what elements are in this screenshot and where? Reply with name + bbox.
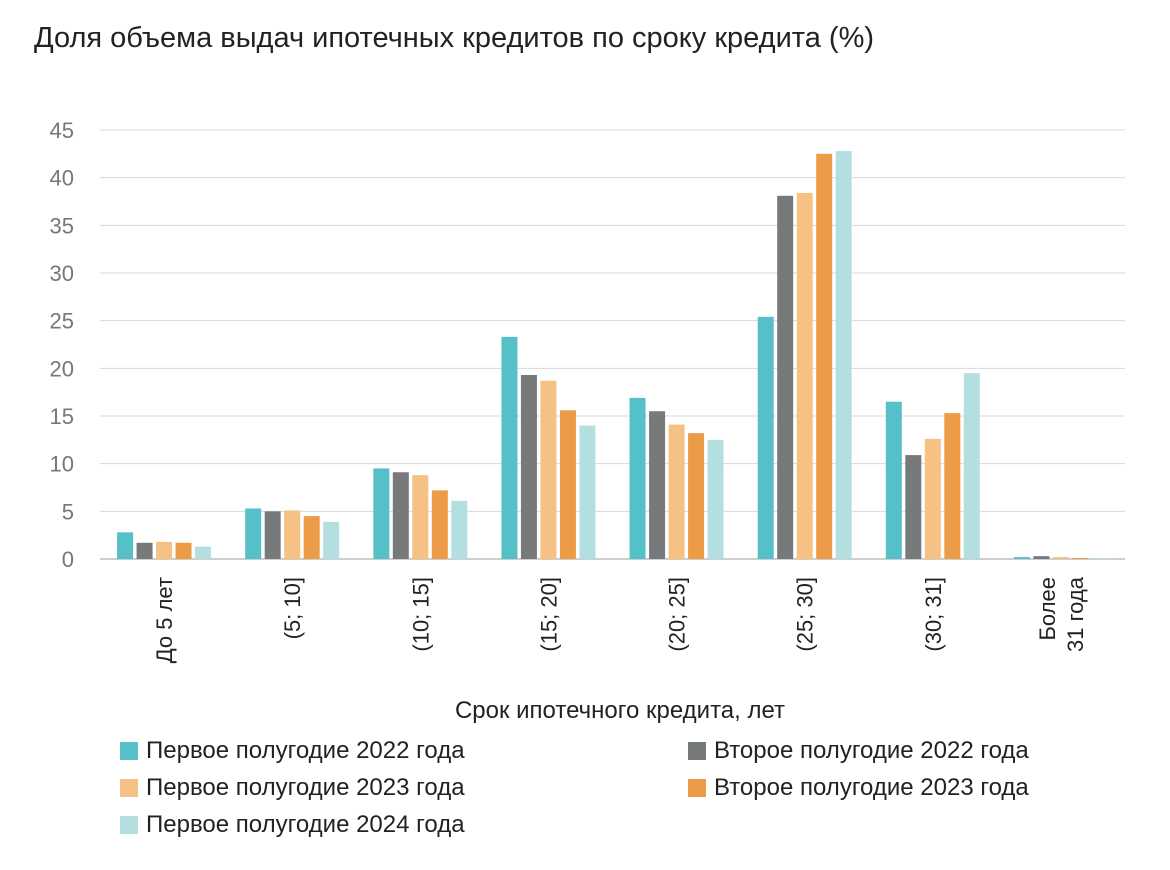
bar xyxy=(195,546,212,559)
bar xyxy=(175,542,192,559)
bar xyxy=(816,153,833,560)
chart-title: Доля объема выдач ипотечных кредитов по … xyxy=(34,22,875,54)
x-tick-label-line: 31 года xyxy=(1063,576,1088,652)
bar xyxy=(688,433,705,559)
legend-label: Второе полугодие 2023 года xyxy=(714,774,1029,801)
bar xyxy=(1033,556,1050,559)
bar xyxy=(412,475,429,559)
legend-swatch xyxy=(688,742,706,760)
bar xyxy=(303,516,320,559)
bar xyxy=(451,500,468,559)
bar xyxy=(136,542,153,559)
legend-item: Второе полугодие 2023 года xyxy=(688,774,1029,802)
y-tick-label: 5 xyxy=(62,499,74,524)
legend-item: Первое полугодие 2024 года xyxy=(120,811,465,839)
x-tick-label-line: Более xyxy=(1035,577,1060,641)
x-tick-label: (15; 20] xyxy=(536,577,561,652)
bar xyxy=(629,397,646,559)
bar xyxy=(1072,558,1089,559)
x-tick-label: (25; 30] xyxy=(793,577,818,652)
x-tick-label: До 5 лет xyxy=(152,577,177,663)
legend-label: Второе полугодие 2022 года xyxy=(714,737,1029,764)
legend-swatch xyxy=(120,816,138,834)
bar xyxy=(905,455,922,559)
x-tick-label: (20; 25] xyxy=(665,577,690,652)
bar xyxy=(649,411,666,559)
bar xyxy=(559,410,576,559)
bar xyxy=(284,510,301,559)
bar xyxy=(757,316,774,559)
legend-swatch xyxy=(120,779,138,797)
x-tick-label: (30; 31] xyxy=(921,577,946,652)
y-axis-ticks: 0 5 10 15 20 25 30 35 40 45 xyxy=(50,118,74,572)
bar-chart: 0 5 10 15 20 25 30 35 40 45 До 5 лет (5; 10] (10; 1… xyxy=(50,118,1125,724)
y-tick-label: 15 xyxy=(50,404,74,429)
bar xyxy=(373,468,390,559)
bar xyxy=(944,413,961,559)
bar xyxy=(1052,557,1069,559)
legend-item: Второе полугодие 2022 года xyxy=(688,737,1029,765)
y-tick-label: 30 xyxy=(50,261,74,286)
bar xyxy=(835,150,852,559)
bar xyxy=(117,532,134,559)
legend-label: Первое полугодие 2023 года xyxy=(146,774,465,801)
bar xyxy=(1091,558,1108,559)
legend-label: Первое полугодие 2024 года xyxy=(146,811,465,838)
bar xyxy=(501,336,518,559)
x-axis-ticks: До 5 лет (5; 10] (10; 15] (15; 20] (20; 25] (… xyxy=(152,576,1088,663)
bar xyxy=(392,472,409,559)
y-tick-label: 35 xyxy=(50,213,74,238)
y-tick-label: 0 xyxy=(62,547,74,572)
x-tick-label: (5; 10] xyxy=(280,577,305,639)
bar xyxy=(520,375,537,559)
bar xyxy=(264,511,281,559)
legend-item: Первое полугодие 2022 года xyxy=(120,737,465,765)
x-axis-label: Срок ипотечного кредита, лет xyxy=(455,697,785,724)
bar xyxy=(796,192,813,560)
y-tick-label: 25 xyxy=(50,309,74,334)
x-tick-label: (10; 15] xyxy=(408,577,433,652)
x-tick-label: Более 31 года xyxy=(1035,576,1088,652)
y-tick-label: 20 xyxy=(50,356,74,381)
bar xyxy=(540,380,557,559)
bar xyxy=(668,424,685,559)
bar xyxy=(963,373,980,559)
legend-label: Первое полугодие 2022 года xyxy=(146,737,465,764)
y-tick-label: 10 xyxy=(50,452,74,477)
legend-swatch xyxy=(120,742,138,760)
bar xyxy=(777,195,794,559)
bar xyxy=(707,439,724,559)
legend-item: Первое полугодие 2023 года xyxy=(120,774,465,802)
bar xyxy=(156,541,173,559)
bar xyxy=(924,438,941,559)
bar xyxy=(245,508,262,559)
y-tick-label: 45 xyxy=(50,118,74,143)
bar xyxy=(323,521,340,559)
bar xyxy=(1013,557,1030,559)
bars xyxy=(117,150,1108,560)
bar xyxy=(431,490,448,559)
bar xyxy=(885,401,902,559)
y-tick-label: 40 xyxy=(50,166,74,191)
bar xyxy=(579,425,596,559)
legend-swatch xyxy=(688,779,706,797)
